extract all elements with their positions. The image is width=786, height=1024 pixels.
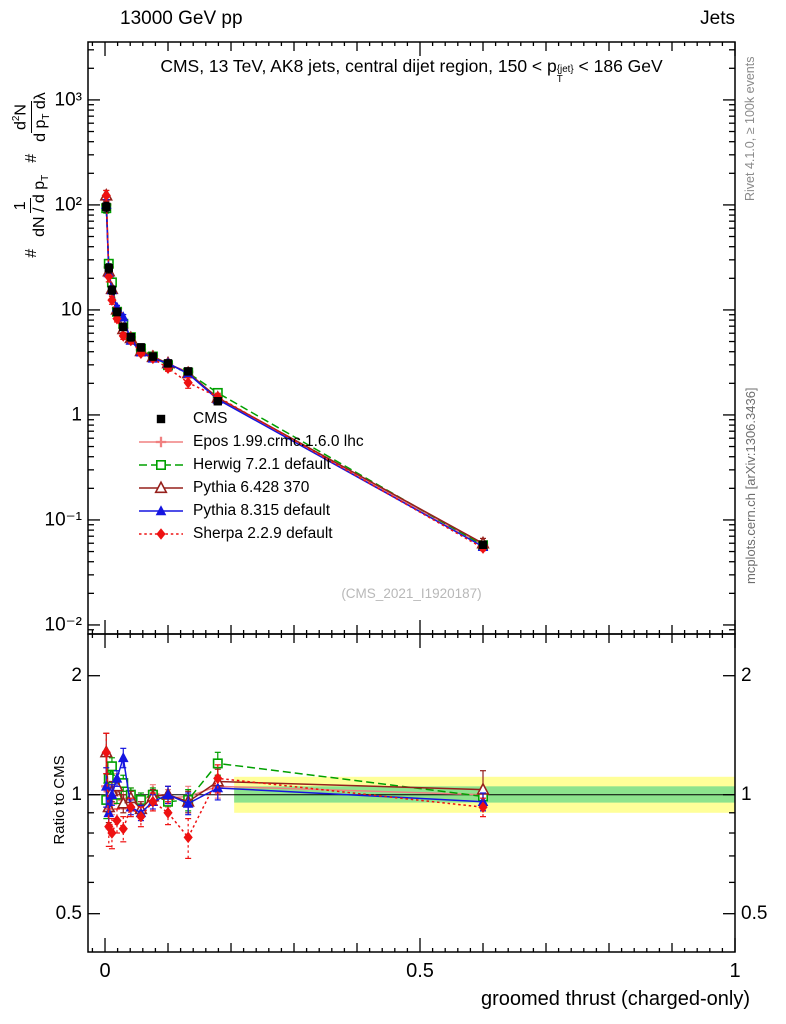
analysis-id-watermark: (CMS_2021_I1920187) xyxy=(341,586,482,601)
legend-item: CMS xyxy=(138,407,364,430)
ratio-y-tick-label-right: 2 xyxy=(741,665,752,686)
rivet-version-note: Rivet 4.1.0, ≥ 100k events xyxy=(743,56,757,202)
y-axis-label: # 1 dN / d pT # d2N d pT dλ xyxy=(11,92,53,258)
ratio-y-tick-label-right: 0.5 xyxy=(741,903,767,924)
legend: CMS Epos 1.99.crmc.1.6.0 lhc Herwig 7.2.1 … xyxy=(138,407,364,545)
cms-data-points xyxy=(102,201,488,549)
ratio-y-tick-label: 0.5 xyxy=(56,903,82,924)
legend-marker-square-filled xyxy=(156,414,166,423)
main-y-tick-label: 10³ xyxy=(55,89,82,110)
plot-title: CMS, 13 TeV, AK8 jets, central dijet reg… xyxy=(160,56,663,85)
legend-item: Pythia 6.428 370 xyxy=(138,476,364,499)
legend-item: Herwig 7.2.1 default xyxy=(138,453,364,476)
axis-ticks xyxy=(88,42,736,952)
axis-tick-labels: 10³ 10² 10 1 10⁻¹ 10⁻² 2 2 1 1 0.5 0.5 0 0.5 1 xyxy=(45,89,768,982)
legend-label: Pythia 8.315 default xyxy=(193,501,331,519)
legend-item: Pythia 8.315 default xyxy=(138,499,364,522)
beam-energy-label: 13000 GeV pp xyxy=(120,8,243,29)
ratio-y-tick-label-right: 1 xyxy=(741,784,752,805)
mcplots-reference-note: mcplots.cern.ch [arXiv:1306.3436] xyxy=(743,387,758,585)
legend-item: Epos 1.99.crmc.1.6.0 lhc xyxy=(138,430,364,453)
x-tick-label: 1 xyxy=(729,960,740,982)
main-y-tick-label: 10 xyxy=(61,299,82,320)
legend-label: Epos 1.99.crmc.1.6.0 lhc xyxy=(193,432,364,450)
ratio-frame xyxy=(87,633,736,953)
ratio-y-axis-label: Ratio to CMS xyxy=(51,755,68,845)
x-tick-label: 0.5 xyxy=(406,960,434,982)
legend-marker-diamond-filled xyxy=(139,527,183,540)
process-label: Jets xyxy=(700,8,735,29)
ratio-y-tick-label: 2 xyxy=(71,665,82,686)
panel-frames xyxy=(87,41,736,953)
main-frame xyxy=(87,41,736,635)
legend-item: Sherpa 2.2.9 default xyxy=(138,522,364,545)
main-y-tick-label: 1 xyxy=(71,404,82,425)
main-y-tick-label: 10² xyxy=(55,194,82,215)
x-axis-label: groomed thrust (charged-only) xyxy=(480,988,750,1010)
ratio-y-tick-label: 1 xyxy=(71,784,82,805)
ratio-series xyxy=(99,732,490,860)
legend-label: CMS xyxy=(193,409,228,427)
legend-marker-square-open xyxy=(139,459,183,470)
x-tick-label: 0 xyxy=(99,960,110,982)
legend-label: Pythia 6.428 370 xyxy=(193,478,310,496)
legend-label: Herwig 7.2.1 default xyxy=(193,455,331,473)
main-y-tick-label: 10⁻¹ xyxy=(45,509,83,530)
ratio-series-line xyxy=(105,762,484,803)
main-y-tick-label: 10⁻² xyxy=(45,614,83,635)
legend-marker-plus xyxy=(139,436,183,447)
legend-marker-triangle-open xyxy=(139,479,183,493)
legend-label: Sherpa 2.2.9 default xyxy=(193,524,333,542)
legend-marker-triangle-filled xyxy=(139,504,183,515)
